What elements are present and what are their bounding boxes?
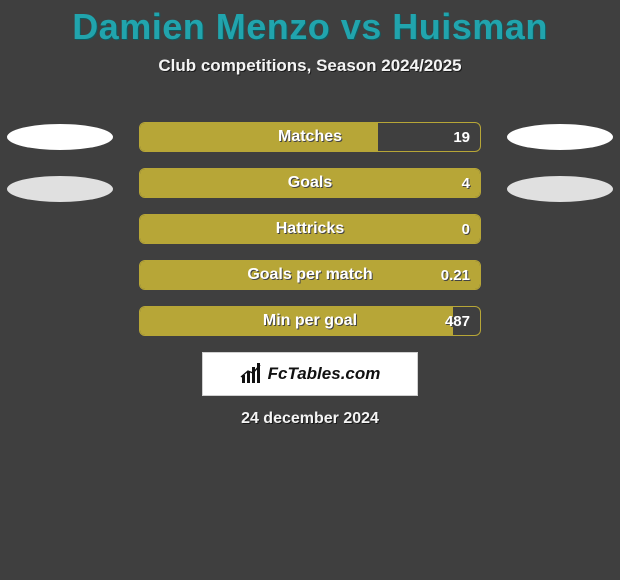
date-text: 24 december 2024: [0, 410, 620, 428]
stat-bar-fill: [140, 169, 480, 197]
stat-bar-row: Goals per match0.21: [139, 260, 481, 290]
stat-bar-row: Matches19: [139, 122, 481, 152]
avatar-ellipse: [7, 124, 113, 150]
page-title: Damien Menzo vs Huisman: [0, 0, 620, 48]
stat-bar-value: 19: [453, 123, 470, 151]
stat-bar-fill: [140, 307, 453, 335]
subtitle: Club competitions, Season 2024/2025: [0, 56, 620, 76]
stat-bar-fill: [140, 261, 480, 289]
avatar-ellipse: [7, 176, 113, 202]
stat-bar-fill: [140, 215, 480, 243]
stat-bar-row: Hattricks0: [139, 214, 481, 244]
stat-bar-row: Min per goal487: [139, 306, 481, 336]
stat-bar-row: Goals4: [139, 168, 481, 198]
stat-bar-fill: [140, 123, 378, 151]
comparison-infographic: Damien Menzo vs Huisman Club competition…: [0, 0, 620, 580]
bar-chart-icon: [240, 363, 262, 385]
avatar-ellipse: [507, 124, 613, 150]
brand-text: FcTables.com: [268, 364, 381, 384]
brand-badge: FcTables.com: [202, 352, 418, 396]
stat-bars: Matches19 Goals4 Hattricks0 Goals per match…: [139, 122, 481, 352]
avatar-ellipse: [507, 176, 613, 202]
